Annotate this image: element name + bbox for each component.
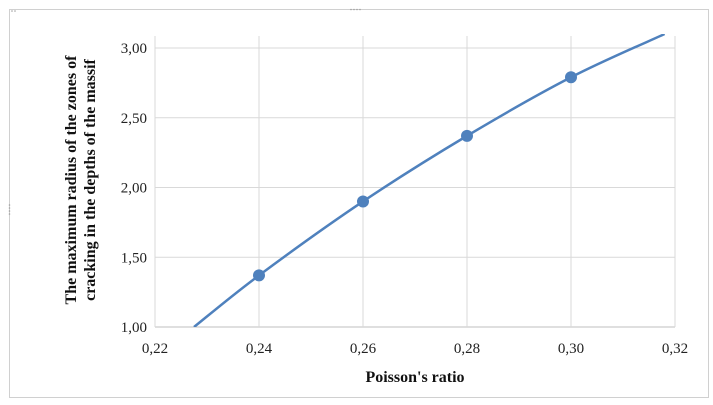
resize-handle-corner[interactable] [11, 10, 16, 12]
y-axis-title-line: cracking in the depths of the massif [82, 58, 99, 300]
x-axis-title: Poisson's ratio [365, 369, 464, 386]
x-tick-label: 0,28 [454, 341, 480, 357]
resize-handle-top[interactable] [350, 8, 361, 11]
data-point[interactable] [253, 269, 265, 282]
data-point[interactable] [357, 195, 369, 208]
plot-area [193, 34, 666, 327]
data-point[interactable] [565, 71, 577, 84]
x-axis-ticks: 0,22 0,24 0,26 0,28 0,30 0,32 [142, 341, 688, 357]
y-tick-label: 1,50 [121, 250, 147, 266]
x-tick-label: 0,32 [662, 341, 688, 357]
y-axis-title: The maximum radius of the zones of cracki… [63, 55, 99, 305]
x-tick-label: 0,30 [558, 341, 584, 357]
x-tick-label: 0,22 [142, 341, 168, 357]
x-tick-label: 0,24 [246, 341, 273, 357]
y-axis-title-line: The maximum radius of the zones of [63, 55, 80, 305]
data-point[interactable] [461, 129, 473, 142]
y-tick-label: 1,00 [121, 320, 147, 336]
y-tick-label: 3,00 [121, 41, 147, 57]
y-tick-label: 2,50 [121, 111, 147, 127]
resize-handle-left[interactable] [8, 204, 11, 215]
y-axis-ticks: 1,00 1,50 2,00 2,50 3,00 [121, 41, 147, 336]
gridlines [154, 36, 676, 328]
y-tick-label: 2,00 [121, 181, 147, 197]
x-tick-label: 0,26 [350, 341, 377, 357]
